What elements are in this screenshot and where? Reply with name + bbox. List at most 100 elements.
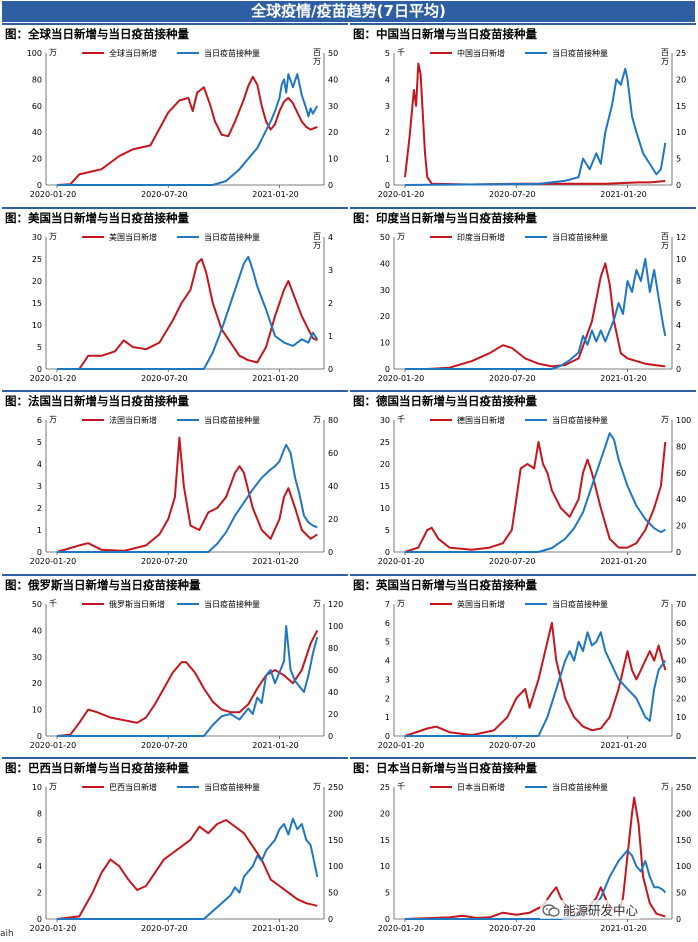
left-axis-unit: 万 — [397, 599, 405, 608]
vaccine-series-line — [57, 624, 319, 737]
right-tick-label: 20 — [328, 515, 338, 524]
right-tick-label: 100 — [328, 862, 343, 871]
left-tick-label: 6 — [37, 416, 42, 425]
left-tick-label: 25 — [380, 438, 390, 447]
left-tick-label: 10 — [32, 321, 42, 330]
right-tick-label: 100 — [676, 862, 691, 871]
chart-title: 图：中国当日新增与当日疫苗接种量 — [353, 27, 537, 41]
left-tick-label: 5 — [385, 49, 390, 58]
left-axis-unit: 万 — [397, 232, 405, 241]
right-tick-label: 60 — [328, 449, 338, 458]
right-tick-label: 100 — [328, 622, 343, 631]
right-tick-label: 6 — [676, 299, 681, 308]
left-tick-label: 4 — [37, 862, 42, 871]
left-tick-label: 20 — [380, 809, 390, 818]
right-tick-label: 40 — [676, 495, 686, 504]
right-tick-label: 40 — [328, 688, 338, 697]
legend-label: 日本当日新增 — [457, 782, 505, 792]
left-tick-label: 5 — [385, 889, 390, 898]
vaccine-series-line — [405, 257, 667, 370]
cases-series-line — [404, 621, 667, 737]
x-tick-label: 2020-01-20 — [378, 924, 425, 933]
left-tick-label: 30 — [32, 233, 42, 242]
right-tick-label: 20 — [328, 128, 338, 137]
left-tick-label: 20 — [380, 460, 390, 469]
right-tick-label: 250 — [328, 783, 343, 792]
left-tick-label: 1 — [37, 526, 42, 535]
x-tick-label: 2021-01-20 — [600, 374, 647, 383]
left-tick-label: 1 — [385, 155, 390, 164]
x-tick-label: 2021-01-20 — [252, 557, 299, 566]
right-tick-label: 200 — [676, 809, 691, 818]
left-axis-unit: 万 — [49, 232, 57, 241]
right-tick-label: 50 — [676, 637, 686, 646]
right-tick-label: 20 — [676, 694, 686, 703]
legend-label: 当日疫苗接种量 — [204, 782, 260, 792]
right-tick-label: 200 — [328, 809, 343, 818]
left-tick-label: 100 — [27, 49, 42, 58]
left-tick-label: 6 — [37, 836, 42, 845]
chart-title: 图：美国当日新增与当日疫苗接种量 — [5, 210, 189, 225]
x-tick-label: 2021-01-20 — [600, 190, 647, 199]
legend-label: 德国当日新增 — [457, 415, 505, 425]
legend-label: 当日疫苗接种量 — [552, 232, 608, 242]
right-tick-label: 40 — [328, 75, 338, 84]
right-tick-label: 40 — [676, 656, 686, 665]
right-tick-label: 120 — [328, 600, 343, 609]
right-tick-label: 8 — [676, 277, 681, 286]
left-tick-label: 40 — [32, 626, 42, 635]
chart-panel: 图：印度当日新增与当日疫苗接种量 0 10 20 30 40 50 0 2 4 6 8 10 12 万 百万 2… — [350, 206, 696, 390]
right-tick-label: 30 — [328, 102, 338, 111]
left-tick-label: 10 — [380, 504, 390, 513]
right-tick-label: 50 — [328, 49, 338, 58]
left-tick-label: 4 — [37, 460, 42, 469]
legend-label: 当日疫苗接种量 — [204, 599, 260, 609]
right-axis-unit: 万 — [661, 415, 669, 424]
left-tick-label: 50 — [380, 233, 390, 242]
left-tick-label: 15 — [380, 482, 390, 491]
left-tick-label: 2 — [37, 504, 42, 513]
left-tick-label: 5 — [385, 526, 390, 535]
legend-label: 巴西当日新增 — [109, 782, 157, 792]
left-tick-label: 3 — [385, 102, 390, 111]
chart-title: 图：巴西当日新增与当日疫苗接种量 — [5, 761, 189, 775]
x-tick-label: 2020-07-20 — [489, 190, 536, 199]
left-axis-unit: 千 — [397, 414, 405, 424]
cases-series-line — [404, 441, 667, 553]
chart-svg: 0 10 20 30 40 50 0 20 40 60 80 100 120 千 万 2020-01-20 20… — [30, 598, 344, 750]
right-tick-label: 60 — [676, 618, 686, 627]
chart-title: 图：印度当日新增与当日疫苗接种量 — [353, 210, 537, 225]
x-tick-label: 2020-07-20 — [489, 374, 536, 383]
legend-label: 中国当日新增 — [457, 48, 505, 58]
left-tick-label: 0 — [37, 732, 42, 741]
x-tick-label: 2021-01-20 — [252, 741, 299, 750]
right-tick-label: 2 — [328, 299, 333, 308]
left-tick-label: 0 — [385, 915, 390, 924]
watermark-text: 能源研发中心 — [563, 903, 639, 918]
left-tick-label: 0 — [37, 548, 42, 557]
right-axis-unit: 万 — [661, 782, 669, 791]
right-tick-label: 20 — [676, 522, 686, 531]
right-tick-label: 60 — [676, 469, 686, 478]
x-tick-label: 2020-01-20 — [30, 924, 77, 933]
chart-svg: 0 1 2 3 4 5 0 5 10 15 20 25 千 百万 2020-01-20 2020-07-20 2… — [378, 47, 686, 199]
legend-label: 当日疫苗接种量 — [552, 415, 608, 425]
left-tick-label: 50 — [32, 600, 42, 609]
left-axis-unit: 万 — [49, 48, 57, 57]
left-tick-label: 4 — [385, 656, 390, 665]
chart-panel: 图：日本当日新增与当日疫苗接种量 0 5 10 15 20 25 0 50 100 150 200 25… — [350, 757, 696, 940]
left-tick-label: 15 — [32, 299, 42, 308]
right-tick-label: 2 — [676, 343, 681, 352]
right-tick-label: 25 — [676, 49, 686, 58]
right-tick-label: 60 — [328, 666, 338, 675]
cases-series-line — [57, 257, 318, 370]
left-tick-label: 20 — [380, 312, 390, 321]
chart-svg: 0 5 10 15 20 25 30 0 20 40 60 80 100 千 万 2020-01-20 2020… — [378, 414, 692, 566]
right-axis-unit: 万 — [313, 782, 321, 791]
left-tick-label: 5 — [37, 343, 42, 352]
chart-panel: 图：俄罗斯当日新增与当日疫苗接种量 0 10 20 30 40 50 0 20 40 60 80 100… — [2, 573, 348, 757]
left-tick-label: 4 — [385, 75, 390, 84]
right-tick-label: 100 — [676, 416, 691, 425]
